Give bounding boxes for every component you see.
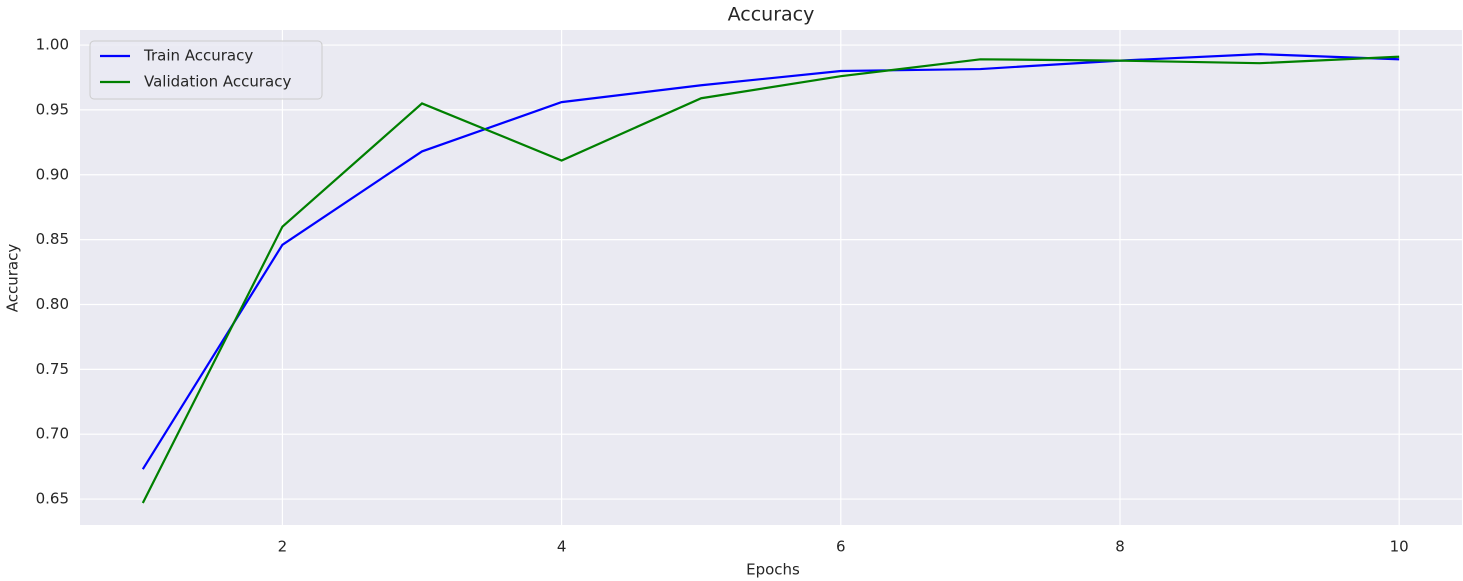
x-tick-label: 2 [278, 538, 288, 556]
x-tick-label: 8 [1115, 538, 1125, 556]
y-tick-label: 0.80 [36, 295, 69, 313]
y-tick-label: 0.85 [36, 230, 69, 248]
legend-label: Train Accuracy [143, 47, 253, 65]
y-tick-label: 1.00 [36, 36, 69, 54]
line-series [141, 55, 1400, 504]
x-axis-label: Epochs [746, 561, 800, 579]
y-tick-label: 0.95 [36, 100, 69, 118]
legend-box [89, 40, 323, 100]
y-axis-label: Accuracy [4, 244, 22, 313]
y-tick-label: 0.90 [36, 165, 69, 183]
y-tick-label: 0.65 [36, 490, 69, 508]
y-tick-label: 0.70 [36, 425, 69, 443]
y-tick-label: 0.75 [36, 360, 69, 378]
x-tick-label: 6 [836, 538, 846, 556]
legend-label: Validation Accuracy [144, 73, 291, 91]
plot-area [80, 30, 1462, 525]
line-series [141, 53, 1400, 470]
x-tick-label: 10 [1390, 538, 1409, 556]
legend: Train Accuracy Validation Accuracy [89, 40, 323, 100]
x-tick-label: 4 [557, 538, 567, 556]
chart-title: Accuracy [728, 4, 815, 26]
